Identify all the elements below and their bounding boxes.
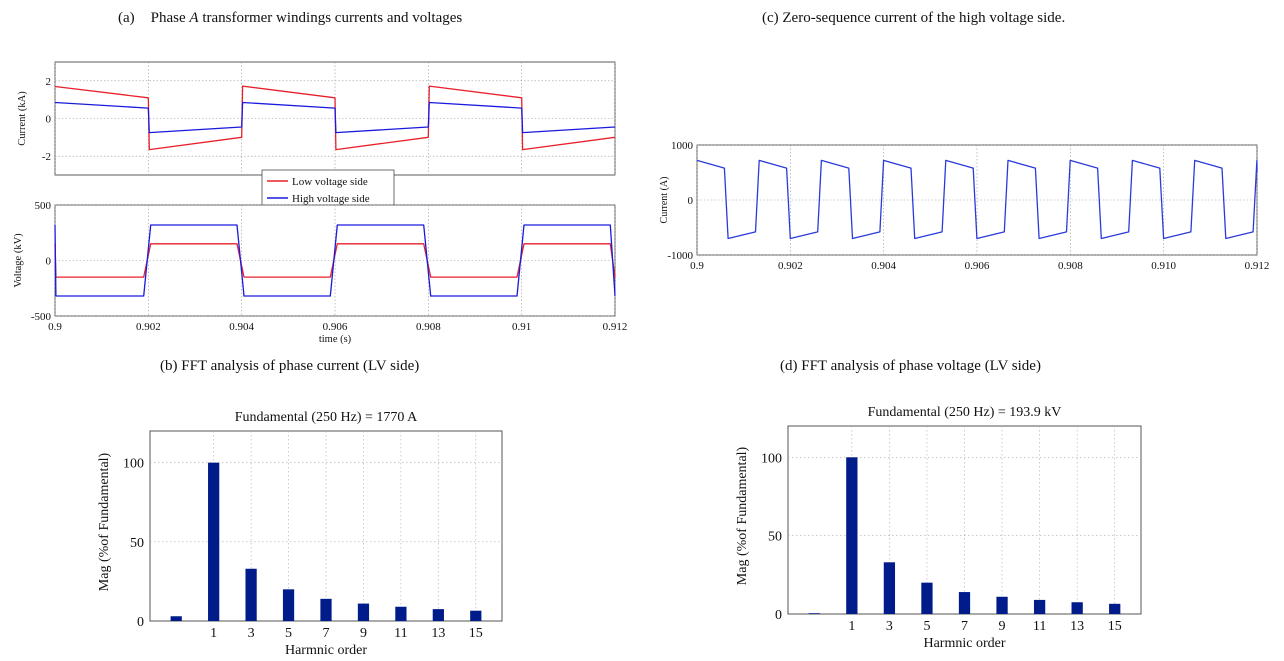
a_current-ytick-label: 0 bbox=[46, 114, 52, 126]
a_current-ytick-label: 2 bbox=[46, 76, 52, 88]
a_voltage-ytick-label: 500 bbox=[35, 200, 52, 212]
a_voltage-series-hv-line bbox=[54, 224, 616, 297]
a_voltage-ylabel: Voltage (kV) bbox=[13, 233, 24, 288]
d_fft_voltage-xtick-label: 13 bbox=[1070, 619, 1084, 634]
a-legend-label-lv: Low voltage side bbox=[292, 176, 368, 188]
d_fft_voltage-xtick-label: 1 bbox=[848, 619, 855, 634]
b_fft_current-xtick-label: 9 bbox=[360, 626, 367, 641]
c_zero_seq-xtick-label: 0.910 bbox=[1151, 260, 1176, 272]
a_voltage-xtick-label: 0.9 bbox=[48, 321, 62, 333]
d_fft_voltage-bar-9 bbox=[996, 596, 1008, 614]
c_zero_seq-panel bbox=[696, 144, 1258, 256]
b_fft_current-xtick-label: 13 bbox=[431, 626, 445, 641]
d_fft_voltage-bar-dc bbox=[808, 613, 820, 614]
a_voltage-xtick-label: 0.906 bbox=[323, 321, 348, 333]
a_voltage-xtick-label: 0.902 bbox=[136, 321, 161, 333]
a-legend-box bbox=[261, 169, 395, 209]
d_fft_voltage-bar-13 bbox=[1071, 602, 1083, 614]
c_zero_seq-ytick-label: -1000 bbox=[667, 250, 693, 262]
d_fft_voltage-bar-11 bbox=[1033, 599, 1046, 614]
b_fft_current-xtick-label: 11 bbox=[394, 626, 407, 641]
a_current-panel bbox=[54, 61, 616, 176]
a_voltage-xtick-label: 0.904 bbox=[229, 321, 254, 333]
a_voltage-ytick-label: 0 bbox=[46, 256, 52, 268]
d_fft_voltage-bar-5 bbox=[921, 582, 933, 614]
b_fft_current-bar-3 bbox=[245, 568, 257, 621]
b_fft_current-bar-7 bbox=[320, 598, 332, 621]
d_fft_voltage-ytick-label: 50 bbox=[768, 530, 782, 545]
d_fft_voltage-ylabel: Mag (%of Fundamental) bbox=[735, 446, 750, 585]
b_fft_current-ylabel: Mag (%of Fundamental) bbox=[97, 452, 112, 591]
a_voltage-xtick-label: 0.908 bbox=[416, 321, 441, 333]
c_zero_seq-xtick-label: 0.9 bbox=[690, 260, 704, 272]
b_fft_current-ytick-label: 100 bbox=[123, 457, 144, 472]
c_zero_seq-xtick-label: 0.906 bbox=[965, 260, 990, 272]
a_current-ytick-label: -2 bbox=[42, 151, 51, 163]
d_fft_voltage-xtick-label: 5 bbox=[923, 619, 930, 634]
d_fft_voltage-ytick-label: 100 bbox=[761, 451, 782, 466]
b_fft_current-xtick-label: 7 bbox=[323, 626, 330, 641]
d_fft_voltage-xtick-label: 9 bbox=[999, 619, 1006, 634]
caption-b: (b) FFT analysis of phase current (LV si… bbox=[160, 358, 420, 374]
b_fft_current-xtick-label: 1 bbox=[210, 626, 217, 641]
b_fft_current-bar-13 bbox=[432, 609, 444, 621]
d_fft_voltage-panel bbox=[787, 425, 1142, 615]
c_zero_seq-ylabel: Current (A) bbox=[659, 177, 670, 224]
b_fft_current-bar-9 bbox=[357, 603, 370, 621]
a_voltage-xlabel: time (s) bbox=[319, 334, 352, 345]
caption-a-text-post: transformer windings currents and voltag… bbox=[198, 10, 463, 26]
a-legend-label-hv: High voltage side bbox=[292, 193, 370, 205]
caption-c: (c) Zero-sequence current of the high vo… bbox=[762, 10, 1066, 26]
a_voltage-xtick-label: 0.912 bbox=[603, 321, 628, 333]
c_zero_seq-xtick-label: 0.902 bbox=[778, 260, 803, 272]
a_current-ylabel: Current (kA) bbox=[17, 91, 28, 146]
a_current-series-hv-line bbox=[54, 101, 616, 134]
caption-a-text-pre: Phase bbox=[150, 10, 190, 26]
b_fft_current-bar-5 bbox=[282, 589, 295, 621]
caption-a-label: (a) bbox=[118, 10, 135, 26]
d_fft_voltage-ytick-label: 0 bbox=[775, 608, 782, 623]
c_zero_seq-series-line bbox=[696, 159, 1258, 240]
d_fft_voltage-xtick-label: 3 bbox=[886, 619, 893, 634]
c_zero_seq-xtick-label: 0.904 bbox=[871, 260, 896, 272]
a_voltage-panel bbox=[54, 204, 616, 317]
d_fft_voltage-bar-1 bbox=[846, 457, 858, 614]
b_fft_current-panel bbox=[149, 430, 503, 622]
c_zero_seq-ytick-label: 0 bbox=[688, 195, 694, 207]
d_fft_voltage-xtick-label: 15 bbox=[1108, 619, 1122, 634]
caption-a: (a) Phase A transformer windings currents… bbox=[118, 10, 462, 27]
caption-a-text-italic: A bbox=[189, 10, 199, 26]
a_voltage-xtick-label: 0.91 bbox=[512, 321, 531, 333]
b_fft_current-xtick-label: 15 bbox=[469, 626, 483, 641]
d_fft_voltage-xtick-label: 7 bbox=[961, 619, 968, 634]
b_fft_current-bar-1 bbox=[208, 462, 220, 621]
b_fft_current-bar-15 bbox=[470, 610, 482, 621]
d_fft_voltage-bar-3 bbox=[883, 562, 896, 614]
b_fft_current-bar-dc bbox=[170, 616, 182, 621]
b_fft_current-xlabel: Harmnic order bbox=[285, 643, 367, 658]
d_fft_voltage-bar-7 bbox=[958, 592, 971, 614]
b_fft_current-title: Fundamental (250 Hz) = 1770 A bbox=[235, 410, 418, 425]
c_zero_seq-xtick-label: 0.912 bbox=[1245, 260, 1270, 272]
b_fft_current-ytick-label: 50 bbox=[130, 536, 144, 551]
c_zero_seq-xtick-label: 0.908 bbox=[1058, 260, 1083, 272]
c_zero_seq-ytick-label: 1000 bbox=[671, 140, 694, 152]
caption-d: (d) FFT analysis of phase voltage (LV si… bbox=[780, 358, 1041, 374]
d_fft_voltage-bar-15 bbox=[1109, 603, 1121, 614]
b_fft_current-xtick-label: 5 bbox=[285, 626, 292, 641]
a_voltage-ytick-label: -500 bbox=[31, 311, 52, 323]
b_fft_current-xtick-label: 3 bbox=[248, 626, 255, 641]
b_fft_current-ytick-label: 0 bbox=[137, 615, 144, 630]
d_fft_voltage-xtick-label: 11 bbox=[1033, 619, 1046, 634]
d_fft_voltage-title: Fundamental (250 Hz) = 193.9 kV bbox=[868, 405, 1062, 420]
d_fft_voltage-xlabel: Harmnic order bbox=[923, 636, 1005, 651]
b_fft_current-bar-11 bbox=[395, 606, 407, 621]
